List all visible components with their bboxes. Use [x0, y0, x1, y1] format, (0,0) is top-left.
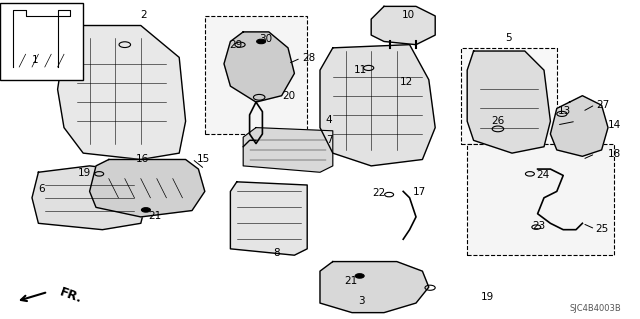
Text: 29: 29	[229, 40, 242, 50]
Text: 15: 15	[197, 154, 210, 164]
Text: 24: 24	[536, 170, 549, 180]
Text: 19: 19	[78, 168, 91, 178]
Text: 30: 30	[259, 34, 272, 44]
Text: 2: 2	[141, 10, 147, 20]
Text: 10: 10	[402, 10, 415, 20]
Text: 21: 21	[148, 211, 161, 221]
Text: 21: 21	[344, 276, 357, 286]
Circle shape	[141, 208, 150, 212]
Text: 28: 28	[302, 53, 315, 63]
Text: 13: 13	[558, 106, 571, 116]
Polygon shape	[224, 32, 294, 102]
Polygon shape	[243, 128, 333, 172]
Text: 7: 7	[326, 135, 333, 145]
Polygon shape	[467, 51, 550, 153]
Text: FR.: FR.	[58, 286, 84, 306]
Polygon shape	[320, 45, 435, 166]
Polygon shape	[32, 166, 147, 230]
Text: 14: 14	[608, 120, 621, 130]
Polygon shape	[58, 26, 186, 160]
Text: 17: 17	[413, 187, 426, 197]
Text: 20: 20	[283, 91, 296, 101]
Text: 23: 23	[532, 221, 545, 231]
Polygon shape	[230, 182, 307, 255]
Text: 27: 27	[596, 100, 609, 110]
Text: 25: 25	[595, 224, 608, 234]
Text: 11: 11	[354, 64, 367, 75]
Text: 26: 26	[492, 115, 504, 126]
Bar	[461, 48, 557, 144]
Text: SJC4B4003B: SJC4B4003B	[569, 304, 621, 313]
Text: 22: 22	[372, 188, 385, 198]
Polygon shape	[371, 6, 435, 45]
Text: 16: 16	[136, 154, 149, 164]
Text: 12: 12	[400, 77, 413, 87]
Circle shape	[257, 39, 266, 44]
Text: 5: 5	[506, 33, 512, 43]
Polygon shape	[320, 262, 429, 313]
Bar	[0, 3, 83, 80]
Polygon shape	[550, 96, 608, 156]
Text: 4: 4	[325, 115, 332, 125]
Text: 6: 6	[38, 184, 45, 194]
Text: 18: 18	[608, 149, 621, 159]
Circle shape	[355, 274, 364, 278]
Text: 8: 8	[273, 248, 280, 258]
Text: 3: 3	[358, 296, 365, 307]
Text: 19: 19	[481, 292, 494, 302]
Polygon shape	[90, 160, 205, 217]
Text: 1: 1	[32, 55, 38, 65]
Bar	[467, 144, 614, 255]
Bar	[205, 16, 307, 134]
